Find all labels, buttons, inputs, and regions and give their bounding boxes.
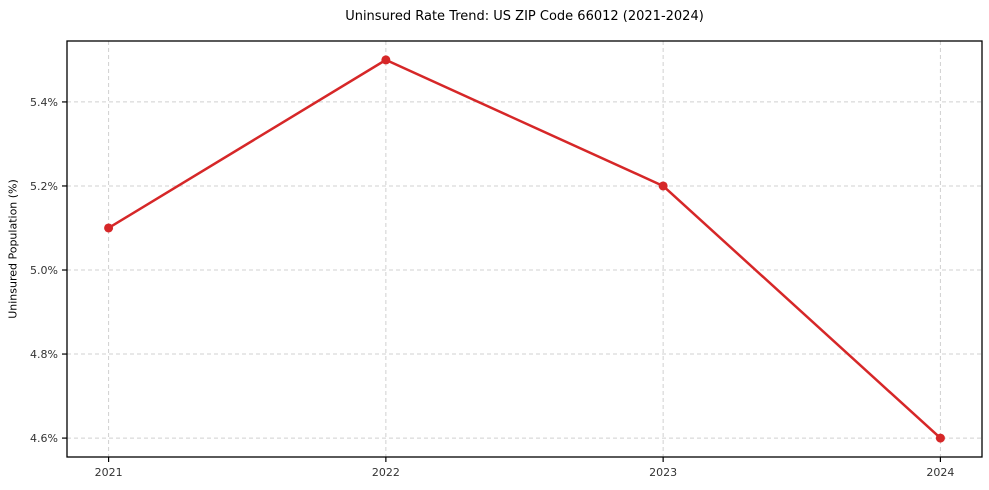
- x-tick-label: 2021: [95, 466, 123, 479]
- data-point: [935, 433, 945, 443]
- y-tick-label: 5.4%: [30, 96, 58, 109]
- data-point: [381, 55, 391, 65]
- x-tick-label: 2024: [926, 466, 954, 479]
- y-tick-label: 5.2%: [30, 180, 58, 193]
- data-point: [658, 181, 668, 191]
- x-tick-label: 2023: [649, 466, 677, 479]
- data-point: [104, 223, 114, 233]
- chart-title: Uninsured Rate Trend: US ZIP Code 66012 …: [345, 9, 704, 24]
- data-line: [107, 58, 942, 440]
- y-tick-label: 5.0%: [30, 264, 58, 277]
- y-tick-label: 4.6%: [30, 432, 58, 445]
- x-tick-label: 2022: [372, 466, 400, 479]
- axes-box: [66, 40, 983, 458]
- y-tick-label: 4.8%: [30, 348, 58, 361]
